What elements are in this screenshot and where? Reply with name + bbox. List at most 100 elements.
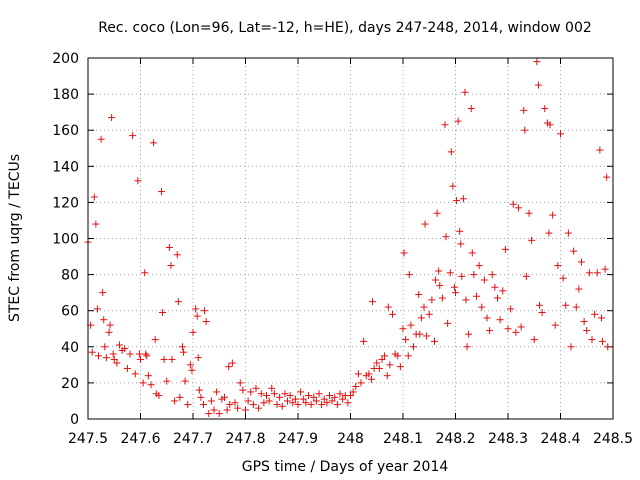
data-point-marker <box>100 316 108 324</box>
data-point-marker <box>326 392 333 400</box>
data-point-marker <box>423 332 431 340</box>
data-point-marker <box>195 386 203 394</box>
data-point-marker <box>221 393 228 401</box>
data-point-marker <box>457 240 465 248</box>
data-point-marker <box>90 193 98 201</box>
data-point-marker <box>404 352 412 360</box>
data-point-marker <box>176 393 184 401</box>
data-point-marker <box>435 267 443 275</box>
data-point-marker <box>400 249 408 257</box>
data-point-marker <box>458 272 466 280</box>
data-point-marker <box>228 359 236 367</box>
data-point-marker <box>559 274 567 282</box>
data-point-marker <box>352 383 360 391</box>
data-point-marker <box>302 399 310 407</box>
x-tick-label: 247.5 <box>68 431 108 447</box>
data-point-marker <box>168 355 176 363</box>
x-tick-label: 248.5 <box>593 431 633 447</box>
data-point-marker <box>349 388 357 396</box>
data-point-marker <box>504 325 512 333</box>
data-point-marker <box>483 314 491 322</box>
data-point-marker <box>101 343 109 351</box>
data-point-marker <box>486 327 494 335</box>
data-point-marker <box>189 328 197 336</box>
data-point-marker <box>171 397 179 405</box>
data-point-marker <box>593 269 601 277</box>
data-point-marker <box>591 310 599 318</box>
data-point-marker <box>312 397 320 405</box>
data-point-marker <box>347 392 354 400</box>
x-tick-label: 247.6 <box>120 431 160 447</box>
data-point-marker <box>452 289 459 297</box>
data-point-marker <box>110 355 118 363</box>
data-point-marker <box>509 200 517 208</box>
data-point-marker <box>473 292 480 300</box>
data-point-marker <box>213 388 221 396</box>
data-point-marker <box>186 361 194 369</box>
data-point-marker <box>522 272 530 280</box>
data-point-marker <box>193 312 201 320</box>
data-point-marker <box>470 271 478 279</box>
data-point-marker <box>281 390 289 398</box>
data-point-marker <box>88 348 96 356</box>
data-point-marker <box>179 343 186 351</box>
data-point-marker <box>244 397 252 405</box>
x-tick-label: 248 <box>337 431 364 447</box>
data-point-marker <box>551 321 559 329</box>
y-tick-label: 60 <box>61 304 79 320</box>
data-point-marker <box>456 227 464 235</box>
data-point-marker <box>368 375 375 383</box>
data-point-marker <box>494 294 501 302</box>
data-point-marker <box>225 363 233 371</box>
data-point-marker <box>150 139 158 147</box>
data-point-marker <box>453 197 461 205</box>
y-tick-label: 40 <box>61 340 79 356</box>
y-tick-label: 180 <box>52 87 79 103</box>
data-point-marker <box>517 323 525 331</box>
x-tick-label: 248.1 <box>383 431 423 447</box>
data-point-marker <box>158 188 165 196</box>
data-point-marker <box>270 390 278 398</box>
data-point-marker <box>491 283 499 291</box>
data-point-marker <box>144 372 152 380</box>
data-point-marker <box>444 319 452 327</box>
data-point-marker <box>578 258 585 266</box>
data-point-marker <box>465 330 473 338</box>
data-point-marker <box>97 135 105 143</box>
data-point-marker <box>533 58 541 66</box>
data-point-marker <box>320 395 328 403</box>
data-point-marker <box>447 148 455 156</box>
data-point-marker <box>265 397 273 405</box>
data-point-marker <box>231 399 239 407</box>
data-point-marker <box>512 328 520 336</box>
data-point-marker <box>109 350 117 358</box>
data-point-marker <box>181 377 189 385</box>
data-point-marker <box>180 348 188 356</box>
data-point-marker <box>381 352 389 360</box>
data-point-marker <box>436 281 444 289</box>
data-point-marker <box>521 126 529 134</box>
data-point-marker <box>252 384 260 392</box>
y-tick-label: 160 <box>52 123 79 139</box>
plot-frame <box>87 57 614 420</box>
data-point-marker <box>205 410 213 418</box>
axis-ticks: 247.5 247.6 247.7 247.8 247.9 248 248.1 248.2 24… <box>52 51 633 447</box>
data-point-marker <box>525 209 533 217</box>
data-point-marker <box>597 314 605 322</box>
data-point-marker <box>407 321 415 329</box>
data-point-marker <box>357 379 365 387</box>
data-point-marker <box>188 366 196 374</box>
data-point-marker <box>475 262 483 270</box>
data-point-marker <box>116 341 123 349</box>
data-point-marker <box>599 337 606 345</box>
data-point-marker <box>226 401 234 409</box>
data-point-marker <box>126 350 134 358</box>
x-tick-label: 247.7 <box>173 431 213 447</box>
data-point-marker <box>354 370 362 378</box>
data-point-marker <box>305 392 312 400</box>
data-point-marker <box>530 336 538 344</box>
data-point-marker <box>123 364 131 372</box>
grid-lines <box>88 58 613 419</box>
data-point-marker <box>194 354 202 362</box>
data-point-marker <box>396 363 404 371</box>
